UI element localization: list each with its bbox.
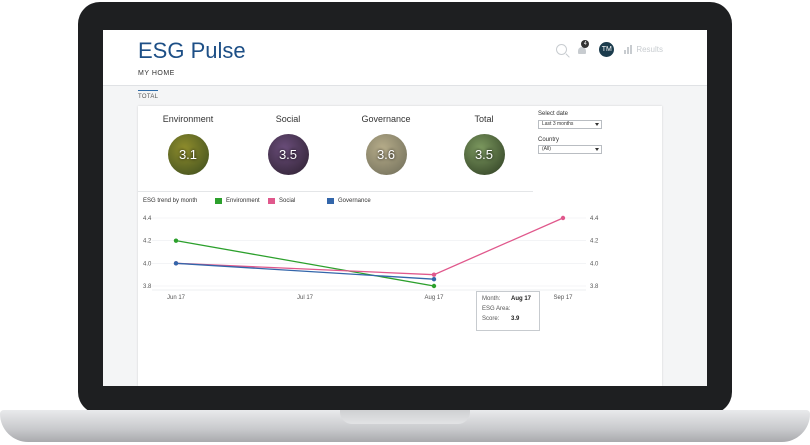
country-select-value: (All) [542, 146, 551, 152]
kpi-divider [138, 191, 533, 192]
laptop-notch [340, 410, 470, 424]
kpi-image-circle: 3.1 [167, 134, 209, 175]
chart-tooltip: Month: Aug 17 ESG Area: Score: 3.9 [476, 291, 540, 331]
legend-swatch [268, 198, 275, 204]
kpi-value: 3.5 [474, 147, 494, 162]
legend-governance[interactable]: Governance [327, 198, 371, 204]
kpi-environment[interactable]: Environment 3.1 [138, 106, 238, 175]
date-select[interactable]: Last 3 months [538, 120, 602, 129]
legend-label: Environment [226, 198, 260, 204]
tooltip-month-value: Aug 17 [511, 296, 532, 302]
legend-environment[interactable]: Environment [215, 198, 260, 204]
tooltip-month-label: Month: [482, 296, 501, 302]
legend-social[interactable]: Social [268, 198, 295, 204]
chevron-down-icon [595, 148, 599, 151]
trend-title: ESG trend by month [143, 198, 198, 204]
y-tick-label-left: 3.8 [143, 284, 152, 290]
y-tick-label-left: 4.4 [143, 216, 152, 222]
kpi-label: Social [275, 114, 301, 124]
kpi-value: 3.1 [178, 147, 198, 162]
avatar[interactable]: TM [599, 42, 615, 57]
results-button[interactable]: Results [624, 45, 663, 54]
app-title: ESG Pulse [138, 38, 246, 63]
data-point-environment [431, 283, 437, 289]
x-tick-label: Aug 17 [424, 295, 444, 301]
tooltip-area-label: ESG Area: [482, 306, 511, 312]
search-icon[interactable] [556, 44, 568, 55]
kpi-image-circle: 3.6 [365, 134, 407, 175]
kpi-social[interactable]: Social 3.5 [238, 106, 338, 175]
kpi-label: Environment [162, 114, 214, 124]
kpi-label: Total [474, 114, 494, 124]
kpi-value: 3.6 [376, 147, 396, 162]
y-tick-label-right: 4.2 [590, 239, 599, 245]
y-tick-label-right: 4.0 [590, 261, 599, 267]
dashboard-card: Environment 3.1 Social 3.5 Governance 3.… [138, 106, 662, 386]
bell-icon [578, 46, 587, 54]
y-tick-label-left: 4.2 [143, 239, 152, 245]
header-actions: 4 TM Results [556, 39, 663, 57]
legend-swatch [327, 198, 334, 204]
x-tick-label: Jul 17 [297, 295, 314, 301]
trend-chart: 4.4 4.4 4.2 4.2 4.0 4.0 3.8 3.8 Jun 17 Jul 17 Aug … [143, 215, 599, 301]
tooltip-score-label: Score: [482, 316, 500, 322]
tab-total[interactable]: TOTAL [138, 90, 159, 100]
date-filter-label: Select date [538, 111, 569, 117]
y-tick-label-right: 4.4 [590, 216, 599, 222]
legend-label: Governance [338, 198, 371, 204]
kpi-governance[interactable]: Governance 3.6 [336, 106, 436, 175]
y-tick-label-left: 4.0 [143, 261, 152, 267]
x-tick-label: Sep 17 [553, 295, 573, 301]
top-nav: MY HOME [103, 65, 707, 86]
kpi-label: Governance [361, 114, 411, 124]
tooltip-score-value: 3.9 [511, 316, 520, 322]
legend-swatch [215, 198, 222, 204]
kpi-total[interactable]: Total 3.5 [434, 106, 534, 175]
country-select[interactable]: (All) [538, 145, 602, 154]
series-line-environment [175, 240, 435, 287]
nav-my-home[interactable]: MY HOME [138, 70, 175, 77]
bar-chart-icon [624, 45, 633, 54]
app-screen: ESG Pulse 4 TM Results MY HOME TOTAL Env… [103, 30, 707, 386]
kpi-image-circle: 3.5 [463, 134, 505, 175]
kpi-value: 3.5 [278, 147, 298, 162]
chevron-down-icon [595, 123, 599, 126]
data-point-social [431, 272, 437, 277]
data-point-governance [431, 277, 437, 282]
date-select-value: Last 3 months [542, 121, 574, 127]
notification-button[interactable]: 4 [577, 39, 590, 56]
series-line-governance [175, 262, 435, 280]
legend-label: Social [279, 198, 296, 204]
notification-badge: 4 [581, 39, 590, 48]
results-label: Results [636, 45, 663, 54]
data-point-environment [173, 238, 179, 243]
data-point-social [560, 215, 566, 221]
x-tick-label: Jun 17 [167, 295, 186, 301]
kpi-image-circle: 3.5 [267, 134, 309, 175]
country-filter-label: Country [538, 137, 560, 143]
series-line-social [175, 217, 564, 276]
data-point-governance [173, 261, 179, 266]
y-tick-label-right: 3.8 [590, 284, 599, 290]
